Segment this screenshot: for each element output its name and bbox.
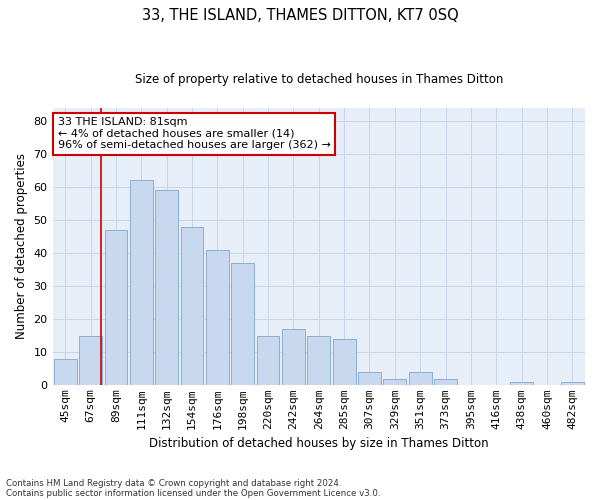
Bar — [434, 379, 457, 386]
Bar — [383, 379, 406, 386]
Text: Contains public sector information licensed under the Open Government Licence v3: Contains public sector information licen… — [6, 488, 380, 498]
Y-axis label: Number of detached properties: Number of detached properties — [15, 154, 28, 340]
Bar — [181, 226, 203, 386]
Bar — [561, 382, 584, 386]
Bar — [333, 339, 356, 386]
Bar — [409, 372, 431, 386]
Text: Contains HM Land Registry data © Crown copyright and database right 2024.: Contains HM Land Registry data © Crown c… — [6, 478, 341, 488]
Bar — [358, 372, 381, 386]
Text: 33, THE ISLAND, THAMES DITTON, KT7 0SQ: 33, THE ISLAND, THAMES DITTON, KT7 0SQ — [142, 8, 458, 22]
Bar — [130, 180, 152, 386]
Bar — [231, 263, 254, 386]
Title: Size of property relative to detached houses in Thames Ditton: Size of property relative to detached ho… — [134, 72, 503, 86]
X-axis label: Distribution of detached houses by size in Thames Ditton: Distribution of detached houses by size … — [149, 437, 488, 450]
Bar — [155, 190, 178, 386]
Bar — [282, 329, 305, 386]
Bar — [54, 359, 77, 386]
Bar — [206, 250, 229, 386]
Bar — [307, 336, 330, 386]
Bar — [79, 336, 102, 386]
Bar — [257, 336, 280, 386]
Bar — [510, 382, 533, 386]
Bar — [104, 230, 127, 386]
Text: 33 THE ISLAND: 81sqm
← 4% of detached houses are smaller (14)
96% of semi-detach: 33 THE ISLAND: 81sqm ← 4% of detached ho… — [58, 117, 331, 150]
